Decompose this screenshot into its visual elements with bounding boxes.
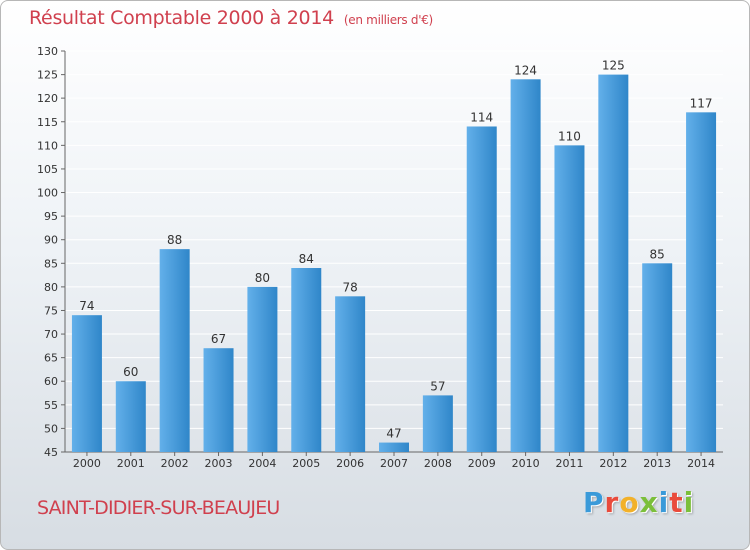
bar: [71, 315, 102, 452]
y-tick-label: 75: [44, 304, 58, 317]
y-tick-label: 130: [37, 45, 58, 58]
y-tick-label: 95: [44, 210, 58, 223]
x-tick-label: 2008: [424, 457, 452, 470]
x-tick-label: 2005: [292, 457, 320, 470]
bar: [203, 348, 234, 452]
x-tick-label: 2011: [555, 457, 583, 470]
logo-letter: t: [669, 486, 684, 519]
logo-letter: P: [583, 486, 605, 519]
chart-title-text: Résultat Comptable 2000 à 2014: [29, 7, 334, 29]
logo-letter: i: [683, 486, 695, 519]
x-tick-label: 2013: [643, 457, 671, 470]
x-tick-label: 2007: [380, 457, 408, 470]
y-tick-label: 85: [44, 257, 58, 270]
y-tick-label: 120: [37, 92, 58, 105]
bar: [115, 381, 146, 452]
bar: [642, 263, 673, 452]
bar: [466, 126, 497, 452]
data-label: 78: [342, 280, 357, 294]
y-tick-label: 55: [44, 399, 58, 412]
bar: [686, 112, 717, 453]
bar: [291, 268, 322, 452]
data-label: 114: [470, 110, 493, 124]
data-label: 125: [602, 59, 625, 73]
data-label: 84: [299, 252, 314, 266]
chart-title: Résultat Comptable 2000 à 2014 (en millie…: [29, 7, 433, 29]
bar: [554, 145, 585, 452]
y-tick-label: 115: [37, 116, 58, 129]
y-tick-label: 80: [44, 281, 58, 294]
data-label: 85: [650, 247, 665, 261]
x-tick-label: 2004: [248, 457, 276, 470]
x-tick-label: 2010: [512, 457, 540, 470]
data-label: 80: [255, 271, 270, 285]
x-tick-label: 2001: [117, 457, 145, 470]
x-tick-label: 2009: [468, 457, 496, 470]
bar: [379, 442, 409, 452]
x-tick-label: 2014: [687, 457, 715, 470]
data-label: 117: [690, 96, 713, 110]
logo-letter: i: [658, 486, 670, 519]
commune-name: SAINT-DIDIER-SUR-BEAUJEU: [37, 497, 280, 519]
data-label: 47: [386, 427, 401, 441]
x-tick-label: 2012: [599, 457, 627, 470]
data-label: 74: [79, 299, 94, 313]
data-label: 67: [211, 332, 226, 346]
x-tick-label: 2000: [73, 457, 101, 470]
data-label: 124: [514, 63, 537, 77]
bar: [247, 286, 278, 452]
y-tick-label: 90: [44, 234, 58, 247]
data-label: 60: [123, 365, 138, 379]
y-tick-label: 70: [44, 328, 58, 341]
y-tick-label: 105: [37, 163, 58, 176]
y-tick-label: 100: [37, 187, 58, 200]
y-tick-label: 60: [44, 375, 58, 388]
y-tick-label: 50: [44, 422, 58, 435]
y-tick-label: 125: [37, 69, 58, 82]
bar: [510, 79, 541, 453]
data-label: 88: [167, 233, 182, 247]
bar: [422, 395, 453, 452]
logo-letter: r: [604, 486, 620, 519]
logo-letter: x: [639, 486, 659, 519]
y-tick-label: 45: [44, 446, 58, 459]
x-tick-label: 2006: [336, 457, 364, 470]
chart-unit-label: (en milliers d'€): [343, 13, 433, 27]
proxiti-logo: Proxiti: [583, 486, 694, 519]
bar: [159, 249, 190, 452]
x-tick-label: 2002: [161, 457, 189, 470]
bar: [335, 296, 366, 452]
data-label: 57: [430, 379, 445, 393]
y-tick-label: 65: [44, 352, 58, 365]
bar: [598, 74, 629, 453]
logo-letter: o: [619, 486, 640, 519]
data-label: 110: [558, 129, 581, 143]
x-tick-label: 2003: [205, 457, 233, 470]
y-tick-label: 110: [37, 139, 58, 152]
